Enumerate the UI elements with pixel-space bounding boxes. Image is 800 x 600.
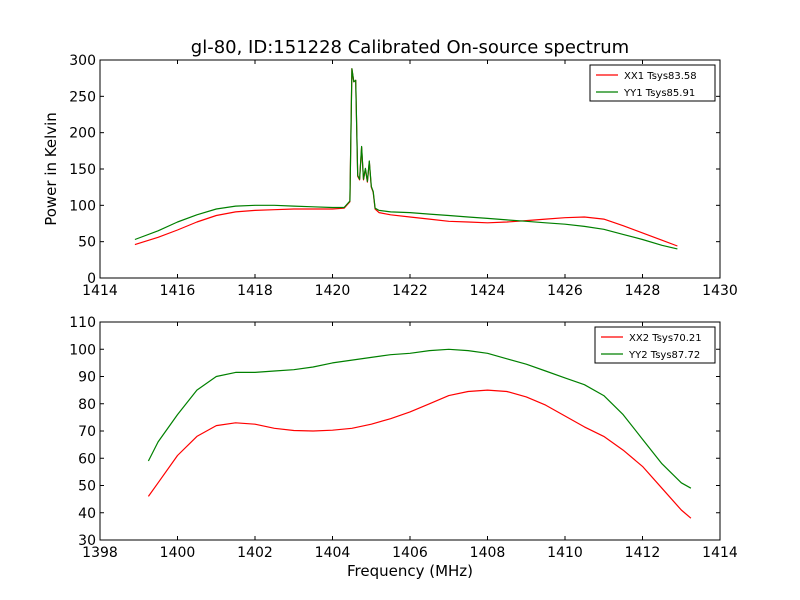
top-x-tick-label: 1426 [547, 283, 583, 299]
bottom-x-tick-label: 1412 [625, 545, 661, 561]
bottom-spectrum-plot: 1398 1400 1402 1404 1406 1408 1410 1412 1414 30 40… [69, 315, 738, 580]
bottom-y-tick-label: 80 [78, 397, 96, 413]
top-x-tick-label: 1430 [702, 283, 738, 299]
top-y-tick-label: 100 [69, 198, 96, 214]
top-legend-label-1: XX1 Tsys83.58 [624, 71, 697, 82]
top-x-tick-label: 1416 [160, 283, 196, 299]
bottom-x-tick-label: 1406 [392, 545, 428, 561]
top-x-tick-label: 1428 [625, 283, 661, 299]
top-x-tick-label: 1420 [315, 283, 351, 299]
bottom-series-line-1 [147, 389, 692, 519]
top-legend-label-2: YY1 Tsys85.91 [623, 88, 695, 99]
top-x-tick-label: 1422 [392, 283, 428, 299]
bottom-y-tick-label: 70 [78, 424, 96, 440]
top-y-tick-label: 200 [69, 126, 96, 142]
top-spectrum-plot: 1414 1416 1418 1420 1422 1424 1426 1428 1430 0 50 1… [42, 53, 738, 299]
top-x-tick-label: 1424 [470, 283, 506, 299]
bottom-x-tick-label: 1414 [702, 545, 738, 561]
bottom-x-tick-label: 1410 [547, 545, 583, 561]
top-y-tick-label: 250 [69, 89, 96, 105]
top-y-tick-label: 0 [87, 271, 96, 287]
top-legend [589, 64, 716, 102]
chart-title: gl-80, ID:151228 Calibrated On-source sp… [191, 37, 629, 58]
bottom-y-tick-label: 110 [69, 315, 96, 331]
bottom-x-tick-label: 1400 [160, 545, 196, 561]
bottom-y-tick-label: 100 [69, 342, 96, 358]
bottom-legend [594, 326, 716, 364]
bottom-y-tick-label: 90 [78, 370, 96, 386]
bottom-series-line-2 [147, 348, 692, 489]
bottom-x-tick-label: 1404 [315, 545, 351, 561]
bottom-legend-label-2: YY2 Tsys87.72 [628, 350, 700, 361]
top-series-line-2 [134, 68, 678, 250]
bottom-y-tick-label: 40 [78, 506, 96, 522]
top-y-tick-label: 50 [78, 235, 96, 251]
top-y-tick-label: 150 [69, 162, 96, 178]
bottom-y-tick-label: 30 [78, 533, 96, 549]
top-y-axis-label: Power in Kelvin [42, 112, 60, 226]
top-series-line-1 [134, 68, 678, 247]
bottom-y-tick-label: 50 [78, 479, 96, 495]
bottom-legend-label-1: XX2 Tsys70.21 [629, 333, 702, 344]
top-x-tick-label: 1414 [82, 283, 118, 299]
top-y-tick-label: 300 [69, 53, 96, 69]
bottom-x-tick-label: 1398 [82, 545, 118, 561]
bottom-x-tick-label: 1402 [237, 545, 273, 561]
bottom-x-tick-label: 1408 [470, 545, 506, 561]
bottom-y-tick-label: 60 [78, 451, 96, 467]
top-x-tick-label: 1418 [237, 283, 273, 299]
bottom-x-axis-label: Frequency (MHz) [347, 562, 473, 580]
